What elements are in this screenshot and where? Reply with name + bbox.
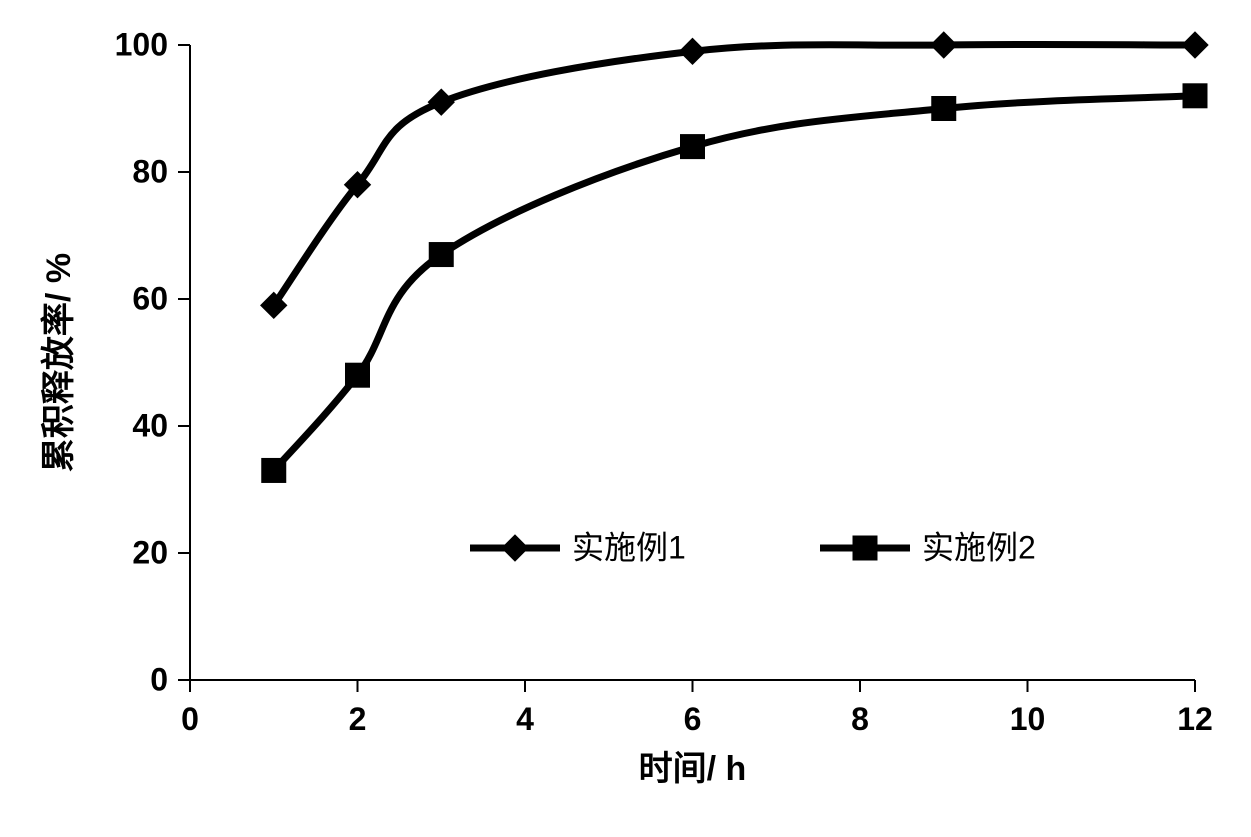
x-tick-label: 8 [851, 701, 869, 737]
y-axis-title: 累积释放率/ % [40, 253, 78, 472]
x-tick-label: 6 [684, 701, 702, 737]
release-rate-line-chart: 0 2 4 6 8 10 12 0 20 40 60 80 100 时间/ h 累积释放率/ % 实施例1 实施… [0, 0, 1251, 837]
y-tick-label: 80 [132, 154, 168, 190]
y-tick-label: 20 [132, 535, 168, 571]
legend-label: 实施例2 [922, 530, 1036, 566]
x-tick-label: 0 [181, 701, 199, 737]
y-tick-label: 100 [115, 27, 168, 63]
chart-svg: 0 2 4 6 8 10 12 0 20 40 60 80 100 时间/ h 累积释放率/ % 实施例1 实施… [0, 0, 1251, 837]
y-tick-label: 60 [132, 281, 168, 317]
y-tick-label: 40 [132, 408, 168, 444]
x-axis-title: 时间/ h [639, 750, 747, 788]
x-tick-label: 10 [1010, 701, 1046, 737]
x-tick-label: 4 [516, 701, 534, 737]
x-tick-label: 2 [349, 701, 367, 737]
y-tick-label: 0 [150, 662, 168, 698]
legend-label: 实施例1 [572, 530, 686, 566]
x-tick-label: 12 [1177, 701, 1213, 737]
